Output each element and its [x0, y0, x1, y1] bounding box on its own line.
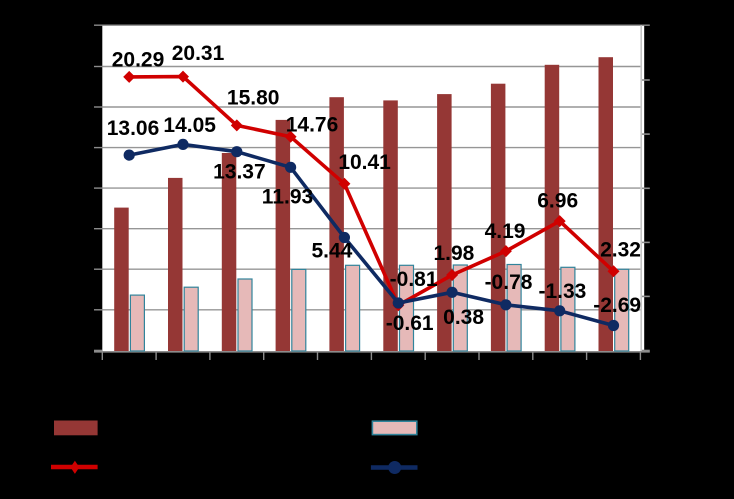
svg-text:-0.61: -0.61 — [386, 312, 434, 335]
svg-text:20.31: 20.31 — [172, 42, 225, 65]
svg-text:20.29: 20.29 — [112, 49, 165, 72]
svg-text:-0.81: -0.81 — [390, 268, 438, 291]
svg-text:14.76: 14.76 — [286, 114, 339, 137]
svg-text:11.93: 11.93 — [262, 185, 313, 208]
svg-text:0.38: 0.38 — [443, 306, 484, 329]
svg-text:14.05: 14.05 — [163, 114, 216, 137]
svg-text:13.37: 13.37 — [213, 161, 266, 184]
svg-text:2.32: 2.32 — [600, 239, 641, 262]
svg-text:-2.69: -2.69 — [593, 294, 641, 317]
svg-text:-0.78: -0.78 — [485, 271, 533, 294]
svg-text:15.80: 15.80 — [227, 87, 280, 110]
svg-text:6.96: 6.96 — [537, 190, 578, 213]
svg-text:5.44: 5.44 — [311, 239, 352, 262]
svg-text:10.41: 10.41 — [338, 151, 391, 174]
svg-text:4.19: 4.19 — [485, 220, 526, 243]
svg-text:13.06: 13.06 — [107, 117, 160, 140]
svg-text:1.98: 1.98 — [433, 242, 474, 265]
svg-text:-1.33: -1.33 — [538, 280, 586, 303]
